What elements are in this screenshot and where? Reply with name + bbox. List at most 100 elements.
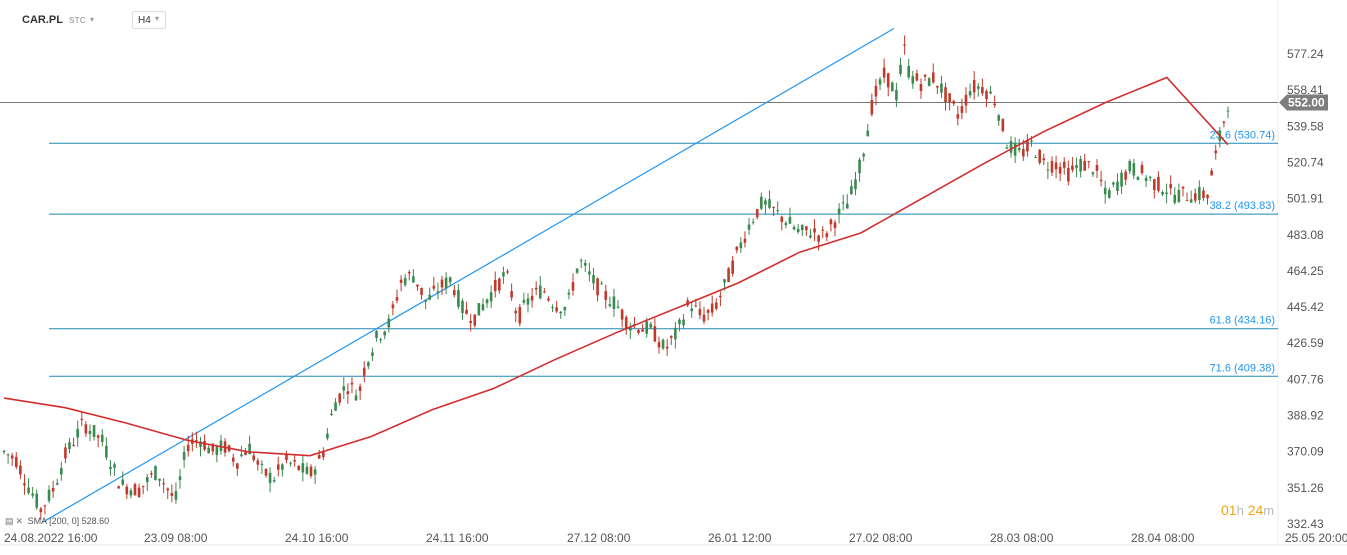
candle-body [145,477,149,483]
candle-body [780,216,784,222]
y-tick-label: 445.42 [1287,300,1324,314]
candle [96,434,100,448]
candle [747,217,751,235]
candle-body [858,159,861,174]
close-icon[interactable]: ✕ [15,516,24,526]
candle-body [358,386,362,391]
candle-body [563,307,567,311]
candle [502,266,505,284]
indicator-settings-icon[interactable]: ▤ [5,516,14,526]
candle-body [1095,165,1099,171]
candle-body [600,283,603,285]
current-price-label: 552.00 [1288,95,1325,109]
candle-body [952,100,956,104]
candle [645,317,649,338]
candle-body [1157,176,1160,191]
candle-body [1038,149,1041,163]
candle [313,466,317,485]
candle-body [895,89,898,101]
candle-body [989,91,992,94]
candle-body [719,295,722,298]
candle-body [301,463,305,473]
candle [109,460,112,476]
candle [833,219,837,237]
candle [207,444,210,454]
candle-body [751,221,755,223]
candle [993,95,996,108]
candle [1144,175,1148,187]
candle-body [1177,189,1181,202]
candle-body [371,352,374,356]
candle-body [367,362,370,367]
candle [538,275,542,300]
candle-body [1087,161,1091,163]
candle [297,465,301,472]
candle [1050,156,1054,177]
candle-body [412,276,415,283]
candle [1198,180,1201,205]
y-tick-label: 501.91 [1287,192,1324,206]
candle [420,287,423,300]
candle [596,277,599,302]
candle-body [764,200,767,205]
candle [264,468,268,478]
candle [354,389,358,401]
candle-body [1181,186,1185,189]
candle-body [1144,177,1148,181]
candle [1140,161,1144,176]
candle [792,224,796,231]
candle-body [1206,194,1209,199]
candle [289,461,292,467]
timeframe-select[interactable]: H4 ▾ [132,11,166,29]
candle-body [907,66,910,78]
candle-body [1046,169,1050,171]
candle-body [27,487,30,494]
candle-body [747,224,751,230]
candle-body [186,444,190,452]
candle-body [1185,200,1189,202]
candle [530,288,534,308]
candle-body [915,73,919,81]
candle [387,314,391,333]
market-dropdown-icon[interactable]: ▾ [90,15,95,24]
candle-body [899,64,902,74]
candle-body [551,306,554,308]
candle-body [702,314,706,322]
candle-body [502,272,505,277]
candle [465,301,468,315]
candle-body [428,294,432,300]
candle [260,460,264,475]
candle-body [579,260,583,262]
candle-body [1198,187,1201,201]
candle [931,63,935,84]
candle [215,444,219,463]
candle [256,458,260,471]
candle-body [1189,199,1193,203]
candle [1157,171,1160,193]
candle [760,192,763,211]
candle-body [927,78,931,86]
candle [285,450,288,464]
candle-body [596,278,599,296]
candle-body [891,82,894,92]
candle-body [125,486,129,495]
candle-body [1165,192,1168,195]
candle-body [1210,170,1213,176]
candle [457,284,460,310]
candle-body [465,309,468,314]
candle [604,284,608,309]
candle [485,298,489,308]
countdown-minutes: 24 [1247,502,1264,518]
candle [1095,159,1099,179]
candle-body [698,309,702,316]
candle-body [1050,161,1054,173]
candle-body [760,196,763,209]
candle [571,273,575,296]
candle-body [993,103,996,106]
fib-level-label: 38.2 (493.83) [1210,200,1275,212]
candle [195,431,198,448]
candle-body [100,434,104,442]
candle [440,275,444,296]
candle-countdown: 01h 24m [1221,502,1274,518]
